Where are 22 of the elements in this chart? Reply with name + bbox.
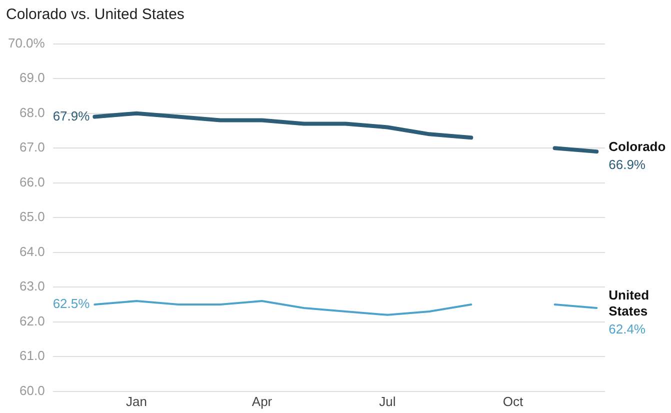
y-tick-label: 68.0 (20, 104, 45, 120)
x-tick-label: Oct (502, 394, 524, 409)
y-tick-label: 60.0 (20, 382, 45, 398)
series-label: Colorado (608, 139, 666, 154)
y-tick-label: 65.0 (20, 209, 45, 224)
y-tick-label: 64.0 (20, 244, 45, 259)
y-tick-label: 66.0 (20, 174, 45, 190)
y-tick-label: 63.0 (20, 278, 45, 294)
data-label: 62.5% (52, 296, 90, 312)
data-label: 67.9% (52, 108, 90, 124)
y-tick-label: 62.0 (20, 313, 45, 328)
data-label: 62.4% (608, 322, 646, 337)
y-tick-label: 70.0% (8, 35, 46, 50)
x-tick-label: Jan (126, 394, 148, 409)
y-tick-label: 67.0 (20, 140, 45, 155)
y-tick-label: 61.0 (20, 348, 45, 364)
chart-title: Colorado vs. United States (6, 6, 184, 23)
x-tick-label: Jul (379, 394, 396, 409)
y-tick-label: 69.0 (20, 70, 45, 86)
data-label: 66.9% (608, 157, 646, 172)
x-tick-label: Apr (252, 394, 273, 409)
series-label: United States (608, 288, 650, 319)
